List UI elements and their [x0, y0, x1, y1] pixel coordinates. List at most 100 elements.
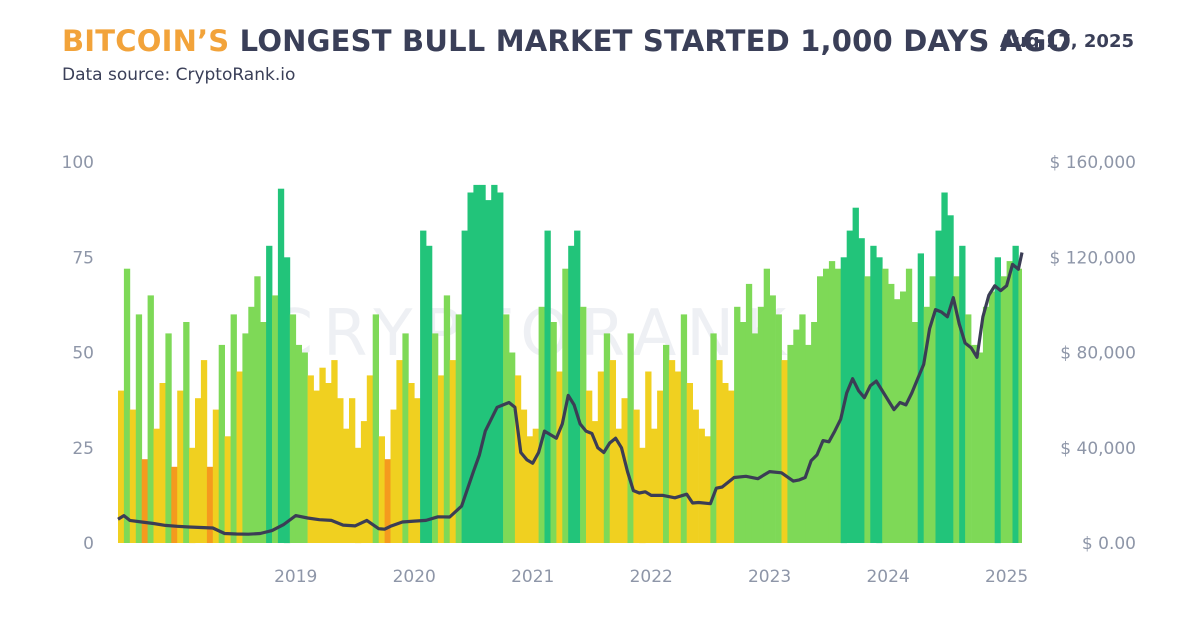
- index-bar: [372, 314, 379, 543]
- index-bar: [437, 375, 445, 543]
- left-tick-label: 75: [72, 248, 94, 268]
- index-bar: [704, 436, 711, 543]
- right-axis: $ 0.00 $ 40,000 $ 80,000 $ 120,000 $ 160,000: [1049, 153, 1136, 554]
- index-bar: [698, 428, 705, 543]
- index-bar: [615, 428, 622, 543]
- date-label: Aug 17, 2025: [999, 31, 1134, 52]
- index-bar: [177, 390, 184, 543]
- index-bar: [823, 268, 830, 543]
- left-tick-label: 100: [62, 153, 94, 173]
- index-bar: [153, 428, 160, 543]
- index-bar: [520, 409, 528, 543]
- index-bar: [586, 390, 593, 543]
- index-bar: [147, 295, 154, 543]
- chart-title: BITCOIN’S LONGEST BULL MARKET STARTED 1,…: [62, 24, 1071, 58]
- index-bar: [343, 428, 350, 543]
- index-bar: [716, 360, 723, 543]
- index-bar: [189, 447, 196, 544]
- index-bar: [763, 268, 770, 543]
- index-bar: [123, 268, 131, 543]
- index-bar: [360, 421, 368, 543]
- index-bar: [141, 459, 148, 543]
- right-tick-label: $ 160,000: [1049, 153, 1136, 173]
- index-bar: [858, 238, 865, 543]
- index-bar: [888, 283, 895, 543]
- index-bar: [242, 333, 249, 543]
- index-bar: [905, 268, 913, 543]
- index-bar: [982, 306, 990, 543]
- index-bar: [568, 245, 575, 544]
- index-bar: [900, 291, 907, 543]
- index-bar: [633, 409, 640, 543]
- left-tick-label: 50: [72, 344, 94, 364]
- index-bar: [728, 390, 735, 543]
- index-bar: [1006, 261, 1013, 543]
- index-bar: [236, 371, 243, 543]
- index-bar: [307, 375, 314, 543]
- index-bar: [639, 447, 646, 544]
- index-bar: [195, 398, 202, 543]
- index-bar: [603, 333, 611, 543]
- index-bar: [408, 383, 415, 543]
- index-bar: [680, 314, 688, 543]
- index-bar: [852, 207, 859, 543]
- index-bar: [432, 333, 439, 543]
- index-bar: [266, 245, 273, 544]
- index-bar: [118, 390, 125, 543]
- index-bar: [390, 409, 397, 543]
- index-bar: [491, 184, 498, 543]
- index-bar: [710, 333, 717, 543]
- index-bar: [135, 314, 143, 543]
- index-bar: [793, 329, 800, 543]
- index-bar: [745, 283, 753, 543]
- index-bar: [941, 192, 948, 543]
- index-bars: [118, 184, 1022, 544]
- data-source: Data source: CryptoRank.io: [62, 65, 296, 85]
- index-bar: [740, 322, 747, 543]
- x-tick-label: 2021: [511, 567, 554, 587]
- left-tick-label: 25: [72, 439, 94, 459]
- index-bar: [467, 192, 474, 543]
- index-bar: [977, 352, 984, 543]
- index-bar: [248, 306, 255, 543]
- index-bar: [805, 344, 812, 543]
- index-bar: [627, 333, 634, 543]
- index-bar: [994, 257, 1001, 544]
- index-bar: [212, 409, 220, 543]
- index-bar: [331, 360, 338, 543]
- x-tick-label: 2024: [866, 567, 909, 587]
- index-bar: [272, 295, 279, 543]
- index-bar: [538, 306, 545, 543]
- index-bar: [947, 215, 954, 544]
- index-bar: [171, 466, 178, 543]
- index-bar: [971, 344, 978, 543]
- index-bar: [811, 322, 818, 543]
- index-bar: [645, 371, 652, 543]
- index-bar: [514, 375, 522, 543]
- index-bar: [775, 314, 782, 543]
- index-bar: [911, 322, 919, 543]
- index-bar: [923, 306, 930, 543]
- x-tick-label: 2025: [985, 567, 1028, 587]
- right-tick-label: $ 40,000: [1060, 439, 1136, 459]
- index-bar: [882, 268, 889, 543]
- index-bar: [864, 276, 871, 543]
- index-bar: [443, 295, 451, 543]
- index-bar: [485, 200, 492, 543]
- index-bar: [657, 390, 664, 543]
- index-bar: [313, 390, 320, 543]
- index-bar: [206, 466, 214, 543]
- index-bar: [988, 291, 996, 543]
- index-bar: [165, 333, 172, 543]
- index-bar: [289, 314, 297, 543]
- index-bar: [384, 459, 391, 543]
- index-bar: [301, 352, 308, 543]
- index-bar: [349, 398, 356, 543]
- index-bar: [260, 322, 267, 543]
- index-bar: [402, 333, 409, 543]
- index-bar: [503, 314, 510, 543]
- index-bar: [609, 360, 616, 543]
- index-bar: [378, 436, 385, 543]
- index-bar: [828, 261, 836, 543]
